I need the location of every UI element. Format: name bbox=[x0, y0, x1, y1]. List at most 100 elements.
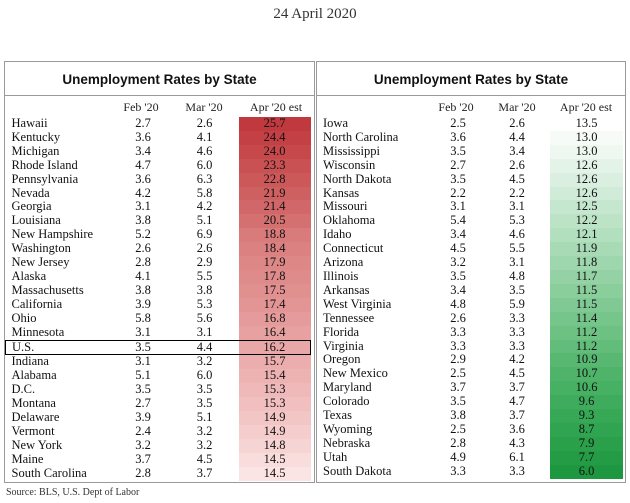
state-name: U.S. bbox=[5, 339, 116, 356]
apr-rate: 13.5 bbox=[550, 117, 623, 131]
right-table-row: West Virginia 4.8 5.9 11.5 bbox=[317, 297, 623, 312]
apr-rate: 22.8 bbox=[238, 172, 311, 187]
mar-rate: 3.3 bbox=[509, 339, 525, 353]
mar-rate: 2.6 bbox=[509, 158, 525, 172]
apr-rate: 21.4 bbox=[238, 200, 311, 215]
mar-rate: 4.5 bbox=[196, 452, 213, 466]
state-name: Nevada bbox=[11, 186, 50, 200]
mar-rate: 5.1 bbox=[196, 214, 213, 228]
mar-rate: 4.2 bbox=[509, 353, 525, 367]
state-name: Washington bbox=[11, 242, 71, 256]
apr-rate: 15.7 bbox=[238, 354, 311, 370]
left-header-apr: Apr '20 est bbox=[249, 100, 303, 114]
feb-rate: 2.7 bbox=[450, 158, 466, 172]
apr-rate: 15.4 bbox=[238, 369, 311, 384]
feb-rate: 2.5 bbox=[450, 367, 466, 381]
apr-rate: 17.8 bbox=[238, 269, 311, 284]
state-name: Indiana bbox=[11, 354, 49, 369]
feb-rate: 3.4 bbox=[450, 283, 466, 297]
feb-rate: 4.8 bbox=[450, 297, 466, 311]
left-table-row: South Carolina 2.8 3.7 14.5 bbox=[6, 466, 311, 481]
state-name: Ohio bbox=[11, 311, 37, 325]
right-header-apr: Apr '20 est bbox=[559, 100, 613, 114]
mar-rate: 3.3 bbox=[509, 464, 525, 478]
right-table-row: Colorado 3.5 4.7 9.6 bbox=[317, 395, 623, 410]
feb-rate: 3.3 bbox=[450, 464, 466, 478]
mar-rate: 3.8 bbox=[196, 283, 213, 297]
apr-rate: 13.0 bbox=[550, 130, 623, 145]
right-table-row: Idaho 3.4 4.6 12.1 bbox=[317, 228, 623, 243]
right-table-row: Florida 3.3 3.3 11.2 bbox=[317, 325, 623, 340]
right-table-row: Kansas 2.2 2.2 12.6 bbox=[317, 186, 623, 201]
apr-rate: 21.9 bbox=[238, 186, 311, 201]
feb-rate: 2.6 bbox=[135, 242, 151, 256]
feb-rate: 4.9 bbox=[450, 450, 466, 464]
apr-rate: 11.4 bbox=[550, 311, 623, 326]
right-header-feb: Feb '20 bbox=[438, 100, 474, 114]
state-name: Wisconsin bbox=[323, 158, 376, 172]
state-name: Vermont bbox=[11, 424, 55, 438]
state-name: Montana bbox=[11, 397, 56, 411]
state-name: Utah bbox=[323, 450, 348, 464]
left-table-row: Georgia 3.1 4.2 21.4 bbox=[6, 200, 311, 215]
feb-rate: 2.7 bbox=[135, 117, 151, 130]
state-name: Rhode Island bbox=[11, 158, 78, 172]
mar-rate: 4.2 bbox=[196, 200, 213, 214]
state-name: Wyoming bbox=[323, 422, 373, 436]
feb-rate: 4.1 bbox=[135, 269, 151, 283]
feb-rate: 3.9 bbox=[135, 297, 151, 311]
state-name: Iowa bbox=[323, 117, 348, 130]
feb-rate: 4.2 bbox=[135, 186, 151, 200]
state-name: Missouri bbox=[323, 200, 368, 214]
state-name: North Dakota bbox=[323, 172, 392, 186]
apr-rate: 14.8 bbox=[238, 438, 311, 453]
left-table-row: U.S. 3.5 4.4 16.2 bbox=[5, 339, 311, 356]
feb-rate: 2.2 bbox=[450, 186, 466, 200]
right-table-panel: Unemployment Rates by State Feb '20 Mar … bbox=[316, 61, 626, 483]
mar-rate: 3.1 bbox=[509, 200, 525, 214]
apr-rate: 8.7 bbox=[550, 422, 623, 437]
feb-rate: 3.9 bbox=[135, 411, 151, 425]
apr-rate: 24.4 bbox=[238, 130, 311, 145]
right-table-row: Tennessee 2.6 3.3 11.4 bbox=[317, 311, 623, 326]
right-table-row: Oregon 2.9 4.2 10.9 bbox=[317, 353, 623, 368]
feb-rate: 3.8 bbox=[135, 283, 151, 297]
apr-rate: 12.1 bbox=[550, 228, 623, 243]
right-table-row: Arizona 3.2 3.1 11.8 bbox=[317, 256, 623, 270]
state-name: Georgia bbox=[11, 200, 52, 214]
mar-rate: 3.5 bbox=[509, 283, 525, 297]
state-name: Kentucky bbox=[11, 130, 61, 144]
feb-rate: 2.8 bbox=[135, 256, 151, 270]
right-table-row: Texas 3.8 3.7 9.3 bbox=[317, 409, 623, 423]
state-name: Colorado bbox=[323, 395, 370, 409]
feb-rate: 3.7 bbox=[135, 452, 151, 466]
feb-rate: 2.5 bbox=[450, 117, 466, 130]
feb-rate: 3.4 bbox=[450, 228, 466, 242]
mar-rate: 6.0 bbox=[196, 369, 213, 383]
apr-rate: 17.5 bbox=[238, 283, 311, 298]
feb-rate: 5.2 bbox=[135, 228, 151, 242]
feb-rate: 3.2 bbox=[135, 438, 151, 452]
right-table-row: South Dakota 3.3 3.3 6.0 bbox=[317, 464, 623, 479]
feb-rate: 3.6 bbox=[135, 130, 151, 144]
left-header-feb: Feb '20 bbox=[123, 100, 159, 114]
mar-rate: 6.9 bbox=[196, 228, 213, 242]
apr-rate: 14.5 bbox=[238, 452, 311, 467]
feb-rate: 2.4 bbox=[135, 424, 151, 438]
apr-rate: 6.0 bbox=[550, 464, 623, 479]
mar-rate: 4.4 bbox=[509, 130, 525, 144]
mar-rate: 2.6 bbox=[196, 117, 213, 130]
state-name: Kansas bbox=[323, 186, 360, 200]
mar-rate: 6.0 bbox=[196, 158, 213, 172]
apr-rate: 13.0 bbox=[550, 144, 623, 159]
left-table-title: Unemployment Rates by State bbox=[62, 72, 257, 87]
feb-rate: 3.3 bbox=[450, 325, 466, 339]
apr-rate: 16.8 bbox=[238, 311, 311, 326]
mar-rate: 3.1 bbox=[509, 256, 525, 270]
mar-rate: 3.7 bbox=[509, 381, 525, 395]
right-table-row: Connecticut 4.5 5.5 11.9 bbox=[317, 242, 623, 257]
right-table-row: Wisconsin 2.7 2.6 12.6 bbox=[317, 158, 623, 173]
mar-rate: 3.4 bbox=[509, 144, 525, 158]
feb-rate: 3.8 bbox=[135, 214, 151, 228]
apr-rate: 20.5 bbox=[238, 214, 311, 229]
